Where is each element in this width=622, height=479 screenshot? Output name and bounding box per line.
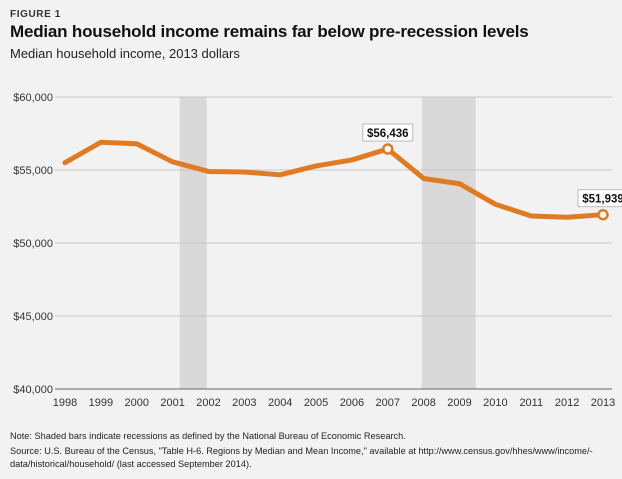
source-text: Source: U.S. Bureau of the Census, "Tabl…: [10, 446, 593, 469]
y-tick-label: $40,000: [13, 384, 53, 396]
y-tick-label: $45,000: [13, 311, 53, 323]
x-tick-label: 1998: [53, 397, 77, 409]
figure-label: FIGURE 1: [10, 9, 61, 20]
y-tick-label: $55,000: [13, 165, 53, 177]
note-text: Note: Shaded bars indicate recessions as…: [10, 431, 406, 441]
annotation-box: [362, 123, 414, 142]
x-tick-label: 1999: [89, 397, 113, 409]
x-tick-label: 2001: [160, 397, 184, 409]
annotation-marker: [597, 208, 609, 221]
x-tick-label: 2002: [196, 397, 220, 409]
x-tick-label: 2000: [124, 397, 148, 409]
x-tick-label: 2006: [340, 397, 364, 409]
annotation-marker: [382, 143, 394, 155]
annotation-label: $51,939: [582, 194, 622, 206]
x-tick-label: 2009: [447, 397, 471, 409]
x-tick-label: 2008: [411, 397, 435, 409]
y-tick-label: $50,000: [13, 238, 53, 250]
x-tick-label: 2013: [591, 397, 615, 409]
annotation-label: $56,436: [367, 128, 409, 140]
y-tick-label: $60,000: [13, 92, 53, 104]
x-tick-label: 2003: [232, 397, 256, 409]
x-tick-label: 2011: [519, 397, 543, 409]
chart-subtitle: Median household income, 2013 dollars: [10, 46, 240, 61]
notes: Note: Shaded bars indicate recessions as…: [10, 430, 610, 473]
x-tick-label: 2010: [483, 397, 507, 409]
chart-title: Median household income remains far belo…: [10, 22, 529, 41]
x-tick-label: 2012: [555, 397, 579, 409]
x-tick-label: 2005: [304, 397, 328, 409]
series-line: [62, 139, 606, 220]
x-tick-label: 2007: [376, 397, 400, 409]
annotation-box: [577, 189, 622, 208]
x-tick-label: 2004: [268, 397, 292, 409]
